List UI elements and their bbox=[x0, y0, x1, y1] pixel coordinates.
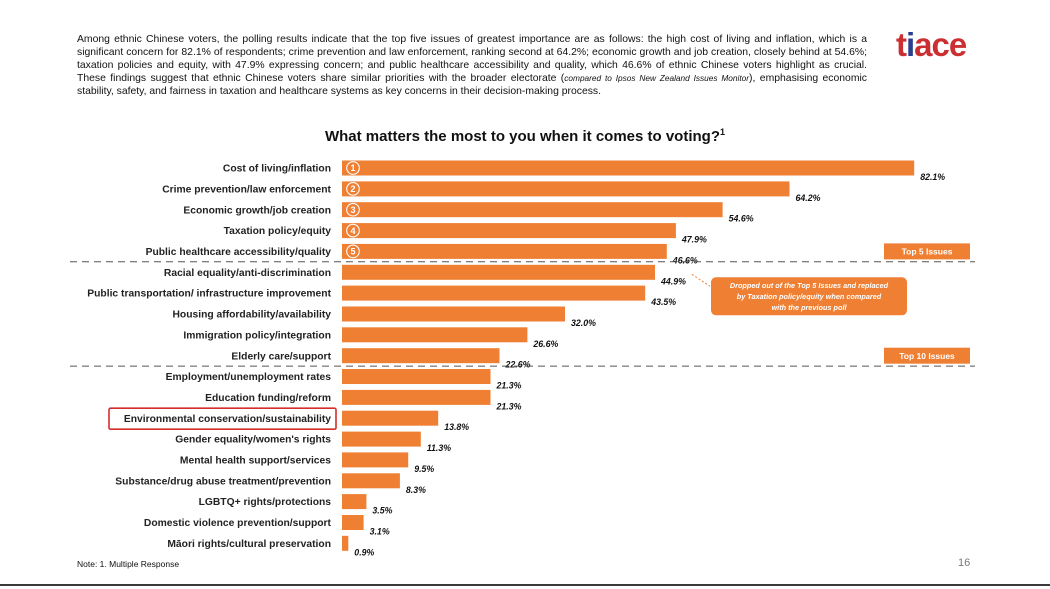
intro-text-italic: compared to Ipsos New Zealand Issues Mon… bbox=[564, 73, 750, 83]
bar-16 bbox=[342, 473, 400, 489]
value-label-11: 21.3% bbox=[496, 381, 522, 391]
group-badge-2 bbox=[884, 347, 970, 364]
category-label-6: Racial equality/anti-discrimination bbox=[164, 268, 331, 279]
value-label-10: 22.6% bbox=[505, 360, 531, 370]
callout-line-3: with the previous poll bbox=[772, 303, 848, 312]
category-label-8: Housing affordability/availability bbox=[173, 310, 332, 321]
value-label-18: 3.1% bbox=[370, 527, 390, 537]
value-label-6: 44.9% bbox=[660, 276, 686, 286]
value-label-17: 3.5% bbox=[372, 506, 392, 516]
bar-19 bbox=[342, 535, 349, 551]
chart-title: What matters the most to you when it com… bbox=[324, 127, 726, 145]
value-label-1: 82.1% bbox=[920, 172, 945, 182]
bottom-rule bbox=[0, 584, 1050, 586]
bar-chart: Cost of living/inflation 82.1% Crime preve… bbox=[70, 160, 975, 557]
category-label-2: Crime prevention/law enforcement bbox=[162, 185, 331, 196]
bar-9 bbox=[342, 327, 528, 343]
value-label-12: 21.3% bbox=[496, 401, 522, 411]
category-label-12: Education funding/reform bbox=[205, 393, 331, 404]
bar-12 bbox=[342, 389, 491, 405]
value-label-7: 43.5% bbox=[650, 297, 676, 307]
group-badge-label-2: Top 10 Issues bbox=[899, 351, 955, 361]
bar-7 bbox=[342, 285, 646, 301]
category-label-11: Employment/unemployment rates bbox=[166, 372, 332, 383]
page-number: 16 bbox=[958, 557, 971, 569]
bar-4 bbox=[342, 223, 676, 239]
category-label-19: Māori rights/cultural preservation bbox=[167, 539, 331, 550]
category-label-17: LGBTQ+ rights/protections bbox=[199, 497, 332, 508]
value-label-2: 64.2% bbox=[796, 193, 821, 203]
value-label-5: 46.6% bbox=[672, 255, 698, 265]
category-label-5: Public healthcare accessibility/quality bbox=[146, 247, 332, 258]
bar-11 bbox=[342, 369, 491, 384]
category-label-15: Mental health support/services bbox=[180, 456, 331, 467]
bar-14 bbox=[342, 431, 421, 447]
value-label-9: 26.6% bbox=[532, 339, 558, 349]
rank-number-4: 4 bbox=[350, 226, 355, 236]
value-label-14: 11.3% bbox=[427, 443, 451, 453]
callout-line-2: by Taxation policy/equity when compared bbox=[737, 292, 882, 301]
bar-1 bbox=[342, 160, 915, 176]
value-label-3: 54.6% bbox=[729, 214, 754, 224]
bar-13 bbox=[342, 410, 439, 426]
rank-circle-5 bbox=[346, 244, 360, 259]
chart-title-footnote: 1 bbox=[720, 127, 726, 137]
group-badge-label-1: Top 5 Issues bbox=[902, 247, 953, 257]
category-label-18: Domestic violence prevention/support bbox=[144, 518, 332, 529]
rank-circle-4 bbox=[346, 223, 360, 238]
bar-10 bbox=[342, 348, 500, 364]
intro-paragraph: Among ethnic Chinese voters, the polling… bbox=[77, 33, 867, 98]
category-label-16: Substance/drug abuse treatment/preventio… bbox=[115, 476, 331, 487]
category-label-13: Environmental conservation/sustainabilit… bbox=[124, 414, 331, 425]
rank-circle-3 bbox=[346, 202, 360, 217]
rank-circle-2 bbox=[346, 182, 360, 196]
callout-leader bbox=[691, 273, 711, 287]
rank-circle-1 bbox=[346, 161, 360, 175]
category-label-9: Immigration policy/integration bbox=[183, 330, 331, 341]
value-label-4: 47.9% bbox=[681, 235, 707, 245]
intro-text-part2: ), emphasising economic stability, safet… bbox=[77, 73, 867, 97]
category-label-7: Public transportation/ infrastructure im… bbox=[87, 289, 331, 300]
bar-15 bbox=[342, 452, 409, 468]
group-badge-1 bbox=[884, 243, 970, 260]
intro-text-part1: Among ethnic Chinese voters, the polling… bbox=[77, 34, 867, 84]
value-label-16: 8.3% bbox=[406, 485, 426, 495]
value-label-15: 9.5% bbox=[414, 464, 434, 474]
callout-box bbox=[711, 277, 907, 316]
category-label-10: Elderly care/support bbox=[231, 351, 331, 362]
bar-5 bbox=[342, 243, 667, 259]
footnote: Note: 1. Multiple Response bbox=[77, 559, 180, 569]
rank-number-1: 1 bbox=[350, 163, 355, 173]
category-label-14: Gender equality/women's rights bbox=[175, 435, 331, 446]
bar-6 bbox=[342, 264, 655, 280]
value-label-13: 13.8% bbox=[444, 422, 469, 432]
value-label-19: 0.9% bbox=[354, 547, 374, 557]
category-label-1: Cost of living/inflation bbox=[223, 164, 331, 175]
category-label-4: Taxation policy/equity bbox=[224, 226, 332, 237]
rank-number-3: 3 bbox=[350, 205, 355, 215]
category-label-3: Economic growth/job creation bbox=[183, 205, 331, 216]
bar-18 bbox=[342, 515, 364, 530]
value-label-8: 32.0% bbox=[571, 318, 596, 328]
rank-number-2: 2 bbox=[350, 184, 355, 194]
callout-line-1: Dropped out of the Top 5 Issues and repl… bbox=[730, 281, 889, 290]
bar-3 bbox=[342, 202, 723, 218]
highlight-box bbox=[108, 407, 337, 431]
trace-logo: tiace bbox=[896, 26, 967, 63]
bar-17 bbox=[342, 494, 367, 510]
rank-number-5: 5 bbox=[350, 247, 355, 257]
bar-2 bbox=[342, 181, 790, 197]
bar-8 bbox=[342, 306, 565, 322]
